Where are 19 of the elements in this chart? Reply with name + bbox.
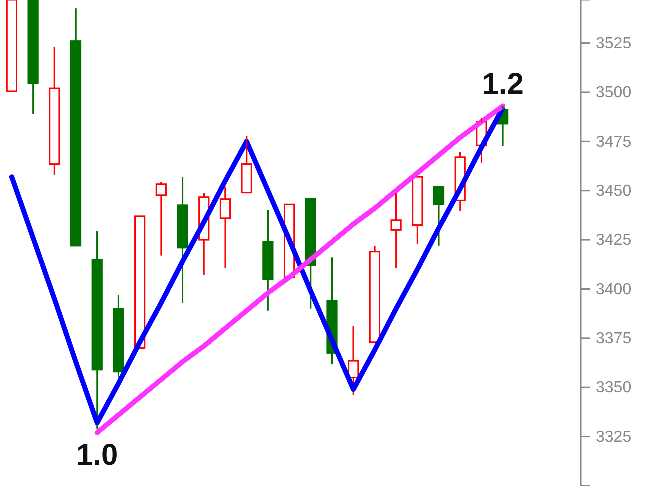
- candlestick: [156, 182, 167, 257]
- y-tick-label: 3475: [596, 134, 632, 151]
- candlestick: [262, 210, 274, 312]
- y-tick-label: 3525: [596, 35, 632, 52]
- candlestick: [412, 176, 424, 245]
- candlestick: [390, 192, 402, 269]
- candlestick: [92, 230, 103, 430]
- candlestick: [49, 46, 60, 176]
- y-tick-label: 3500: [596, 84, 632, 102]
- y-tick-label: 3425: [596, 232, 632, 250]
- y-tick-label: 3325: [596, 428, 632, 446]
- y-tick-label: 3450: [596, 182, 632, 200]
- y-tick-label: 3375: [596, 330, 632, 348]
- y-tick-label: 3350: [596, 380, 632, 397]
- candlestick: [220, 186, 232, 269]
- y-tick-label: 3400: [596, 281, 632, 298]
- annotation: 1.0: [76, 439, 118, 472]
- candlestick: [28, 0, 39, 115]
- annotation: 1.2: [482, 68, 524, 102]
